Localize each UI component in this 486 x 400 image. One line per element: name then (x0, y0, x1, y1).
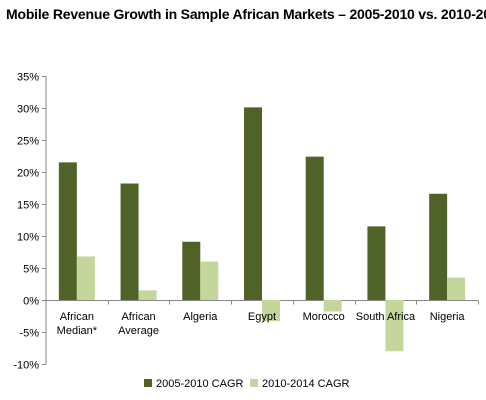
y-tick-label: 30% (17, 104, 39, 116)
bar (58, 162, 77, 300)
bar (323, 300, 342, 312)
x-tick-label: Average (118, 325, 159, 337)
x-tick-label: South Africa (356, 311, 416, 323)
x-tick-label: African (60, 311, 94, 323)
legend-swatch (250, 379, 258, 387)
y-tick-label: 10% (17, 232, 39, 244)
bar (244, 107, 262, 300)
x-tick-label: Algeria (183, 311, 218, 323)
y-tick-label: 25% (17, 136, 39, 148)
bar (76, 256, 95, 300)
y-tick-label: 35% (17, 72, 39, 84)
bar (447, 277, 466, 300)
legend-swatch (144, 379, 152, 387)
bar (429, 193, 448, 300)
x-tick-label: Egypt (248, 311, 276, 323)
bar (385, 300, 404, 352)
legend-label: 2010-2014 CAGR (262, 378, 349, 390)
x-tick-label: Nigeria (430, 311, 466, 323)
bar (367, 226, 386, 300)
bar (138, 290, 157, 300)
y-tick-label: -5% (19, 328, 39, 340)
bar (182, 241, 201, 300)
y-tick-label: 15% (17, 200, 39, 212)
chart-title: Mobile Revenue Growth in Sample African … (6, 6, 486, 22)
legend-label: 2005-2010 CAGR (156, 378, 243, 390)
y-tick-label: 5% (23, 264, 39, 276)
y-tick-label: -10% (13, 360, 39, 372)
x-tick-label: Median* (57, 325, 98, 337)
y-tick-label: 20% (17, 168, 39, 180)
legend-item: 2005-2010 CAGR (144, 378, 243, 390)
bar (305, 156, 324, 300)
bar (262, 300, 280, 322)
x-tick-label: African (121, 311, 155, 323)
x-tick-label: Morocco (303, 311, 345, 323)
y-tick-label: 0% (23, 296, 39, 308)
bar (200, 261, 219, 300)
legend-item: 2010-2014 CAGR (250, 378, 349, 390)
bar (120, 183, 139, 300)
